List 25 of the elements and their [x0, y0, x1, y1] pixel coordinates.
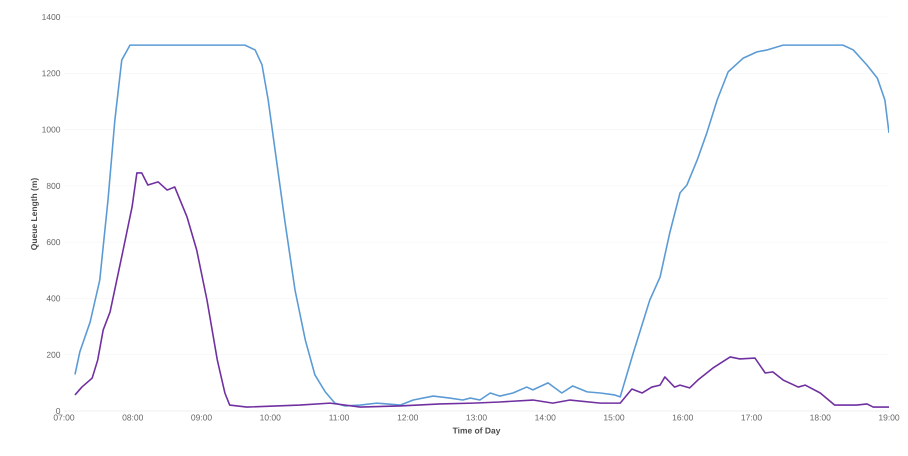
y-tick-label: 1200: [42, 70, 60, 76]
y-tick-label: 800: [46, 182, 60, 189]
line-series: [74, 172, 890, 408]
x-tick-label: 18:00: [810, 414, 831, 421]
x-axis-title: Time of Day: [452, 427, 500, 436]
x-tick-label: 12:00: [398, 414, 418, 421]
x-tick-label: 15:00: [604, 414, 624, 421]
x-tick-label: 13:00: [466, 414, 487, 421]
y-tick-label: 0: [56, 408, 60, 414]
x-tick-label: 19:00: [879, 414, 900, 421]
x-tick-label: 11:00: [329, 414, 349, 421]
x-tick-label: 09:00: [191, 414, 212, 421]
x-tick-label: 08:00: [122, 414, 144, 421]
y-axis-title: Queue Length (m): [30, 178, 39, 250]
y-tick-label: 1000: [42, 126, 60, 133]
y-tick-label: 600: [46, 239, 60, 246]
x-tick-label: 16:00: [672, 414, 694, 421]
x-tick-label: 17:00: [742, 414, 762, 421]
y-tick-label: 200: [46, 352, 60, 358]
x-tick-label: 07:00: [54, 414, 74, 421]
x-tick-label: 10:00: [260, 414, 281, 421]
line-series: [74, 44, 890, 407]
y-tick-label: 400: [46, 295, 60, 302]
y-tick-label: 1400: [42, 14, 60, 20]
x-tick-label: 14:00: [535, 414, 556, 421]
